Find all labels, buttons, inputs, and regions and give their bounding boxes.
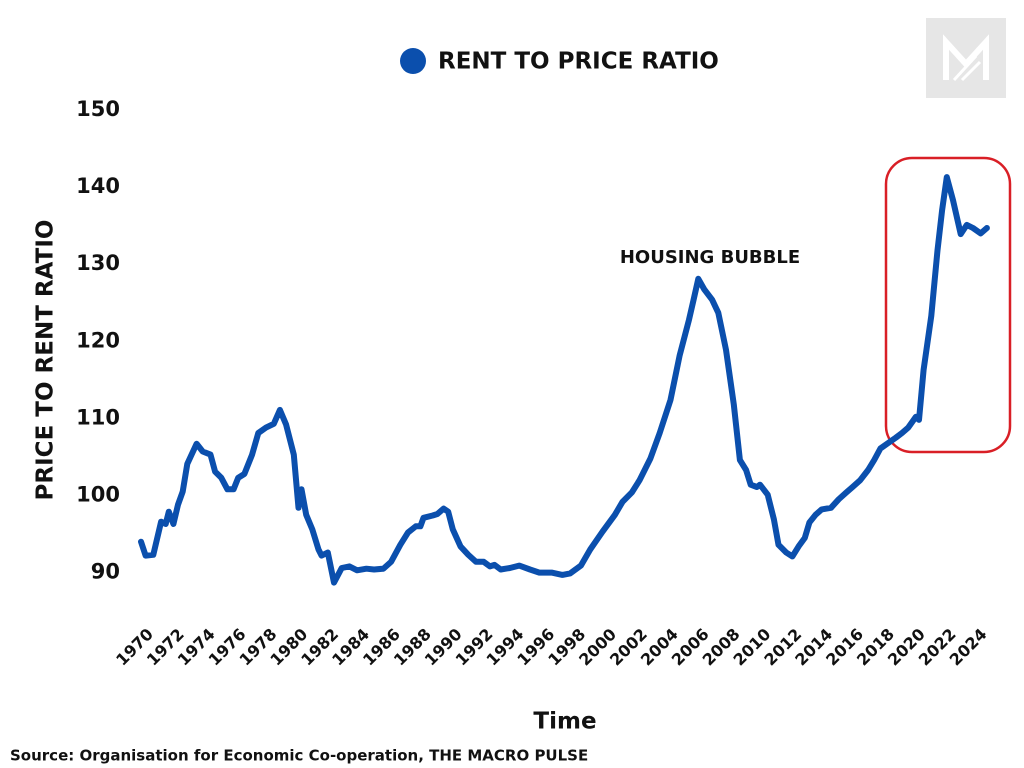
logo [926, 18, 1006, 98]
y-tick-label: 120 [76, 328, 120, 352]
line-series [138, 174, 990, 586]
y-tick-label: 140 [76, 174, 120, 198]
y-tick-label: 100 [76, 482, 120, 506]
highlight-box [884, 156, 1012, 454]
y-tick-label: 110 [76, 405, 120, 429]
legend-marker [400, 48, 426, 74]
legend-label: RENT TO PRICE RATIO [438, 49, 719, 75]
x-axis-label: Time [533, 709, 596, 735]
y-tick-label: 150 [76, 97, 120, 121]
annotation: HOUSING BUBBLE [620, 247, 800, 268]
y-tick-label: 90 [91, 560, 120, 584]
y-tick-label: 130 [76, 251, 120, 275]
y-axis-label: PRICE TO RENT RATIO [33, 220, 59, 501]
source: Source: Organisation for Economic Co-ope… [10, 747, 588, 765]
